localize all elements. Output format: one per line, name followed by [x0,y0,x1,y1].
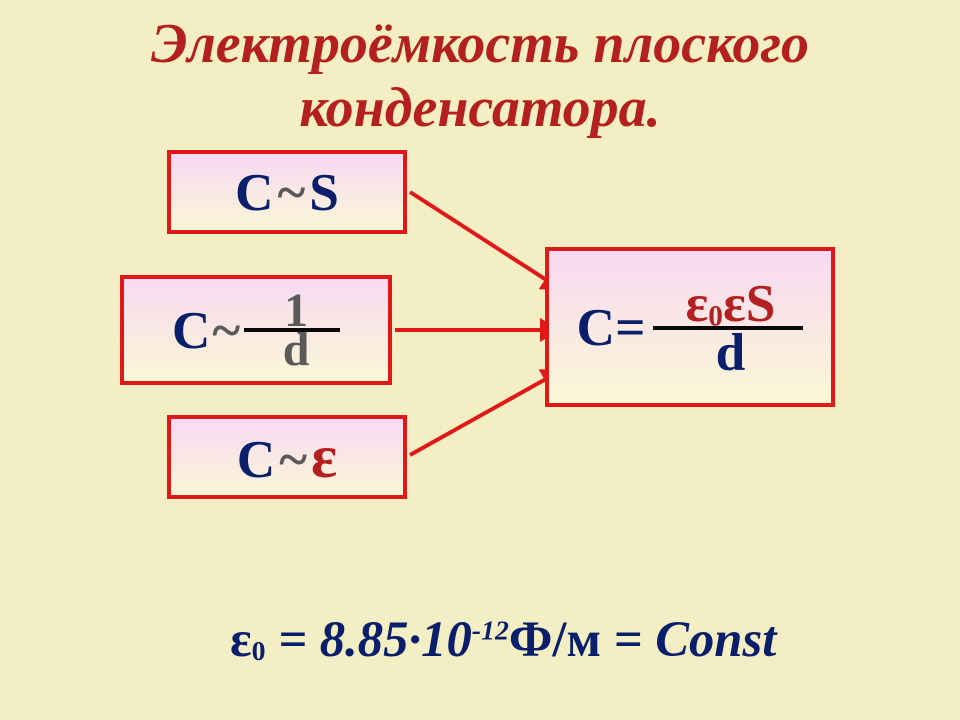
text-exponent: -12 [472,615,509,646]
fraction-eps0epsS-over-d: ε0εS d [657,270,803,384]
symbol-tilde: ~ [279,428,307,490]
symbol-equals: = [615,296,645,358]
symbol-C: C [577,296,616,358]
fraction-1-over-d: 1 d [252,283,340,377]
text-equals: = [266,611,320,667]
symbol-tilde: ~ [212,299,240,361]
symbol-S: S [309,161,339,223]
symbol-S: S [746,273,776,333]
relation-box-area: C ~ S [167,150,407,234]
symbol-epsilon: ε [311,422,337,493]
text-unit: Ф/м [509,611,601,667]
relation-box-inverse-d: C ~ 1 d [120,275,392,385]
symbol-C: C [237,428,276,490]
symbol-C: C [172,299,211,361]
title-line2: конденсатора. [299,77,660,139]
text-const: = Const [601,611,776,667]
symbol-C: C [235,161,274,223]
slide-title: Электроёмкость плоского конденсатора. [0,12,960,141]
epsilon0-constant-equation: ε0 = 8.85·10-12Ф/м = Const [230,610,776,668]
fraction-denominator: d [657,327,803,378]
text-coefficient: 8.85·10 [320,611,472,667]
result-formula-box: C = ε0εS d [545,247,835,407]
symbol-tilde: ~ [278,161,306,223]
fraction-denominator: d [252,328,340,371]
symbol-epsilon0: ε0 [230,611,266,667]
relation-box-epsilon: C ~ ε [167,415,407,499]
title-line1: Электроёмкость плоского [151,13,809,75]
